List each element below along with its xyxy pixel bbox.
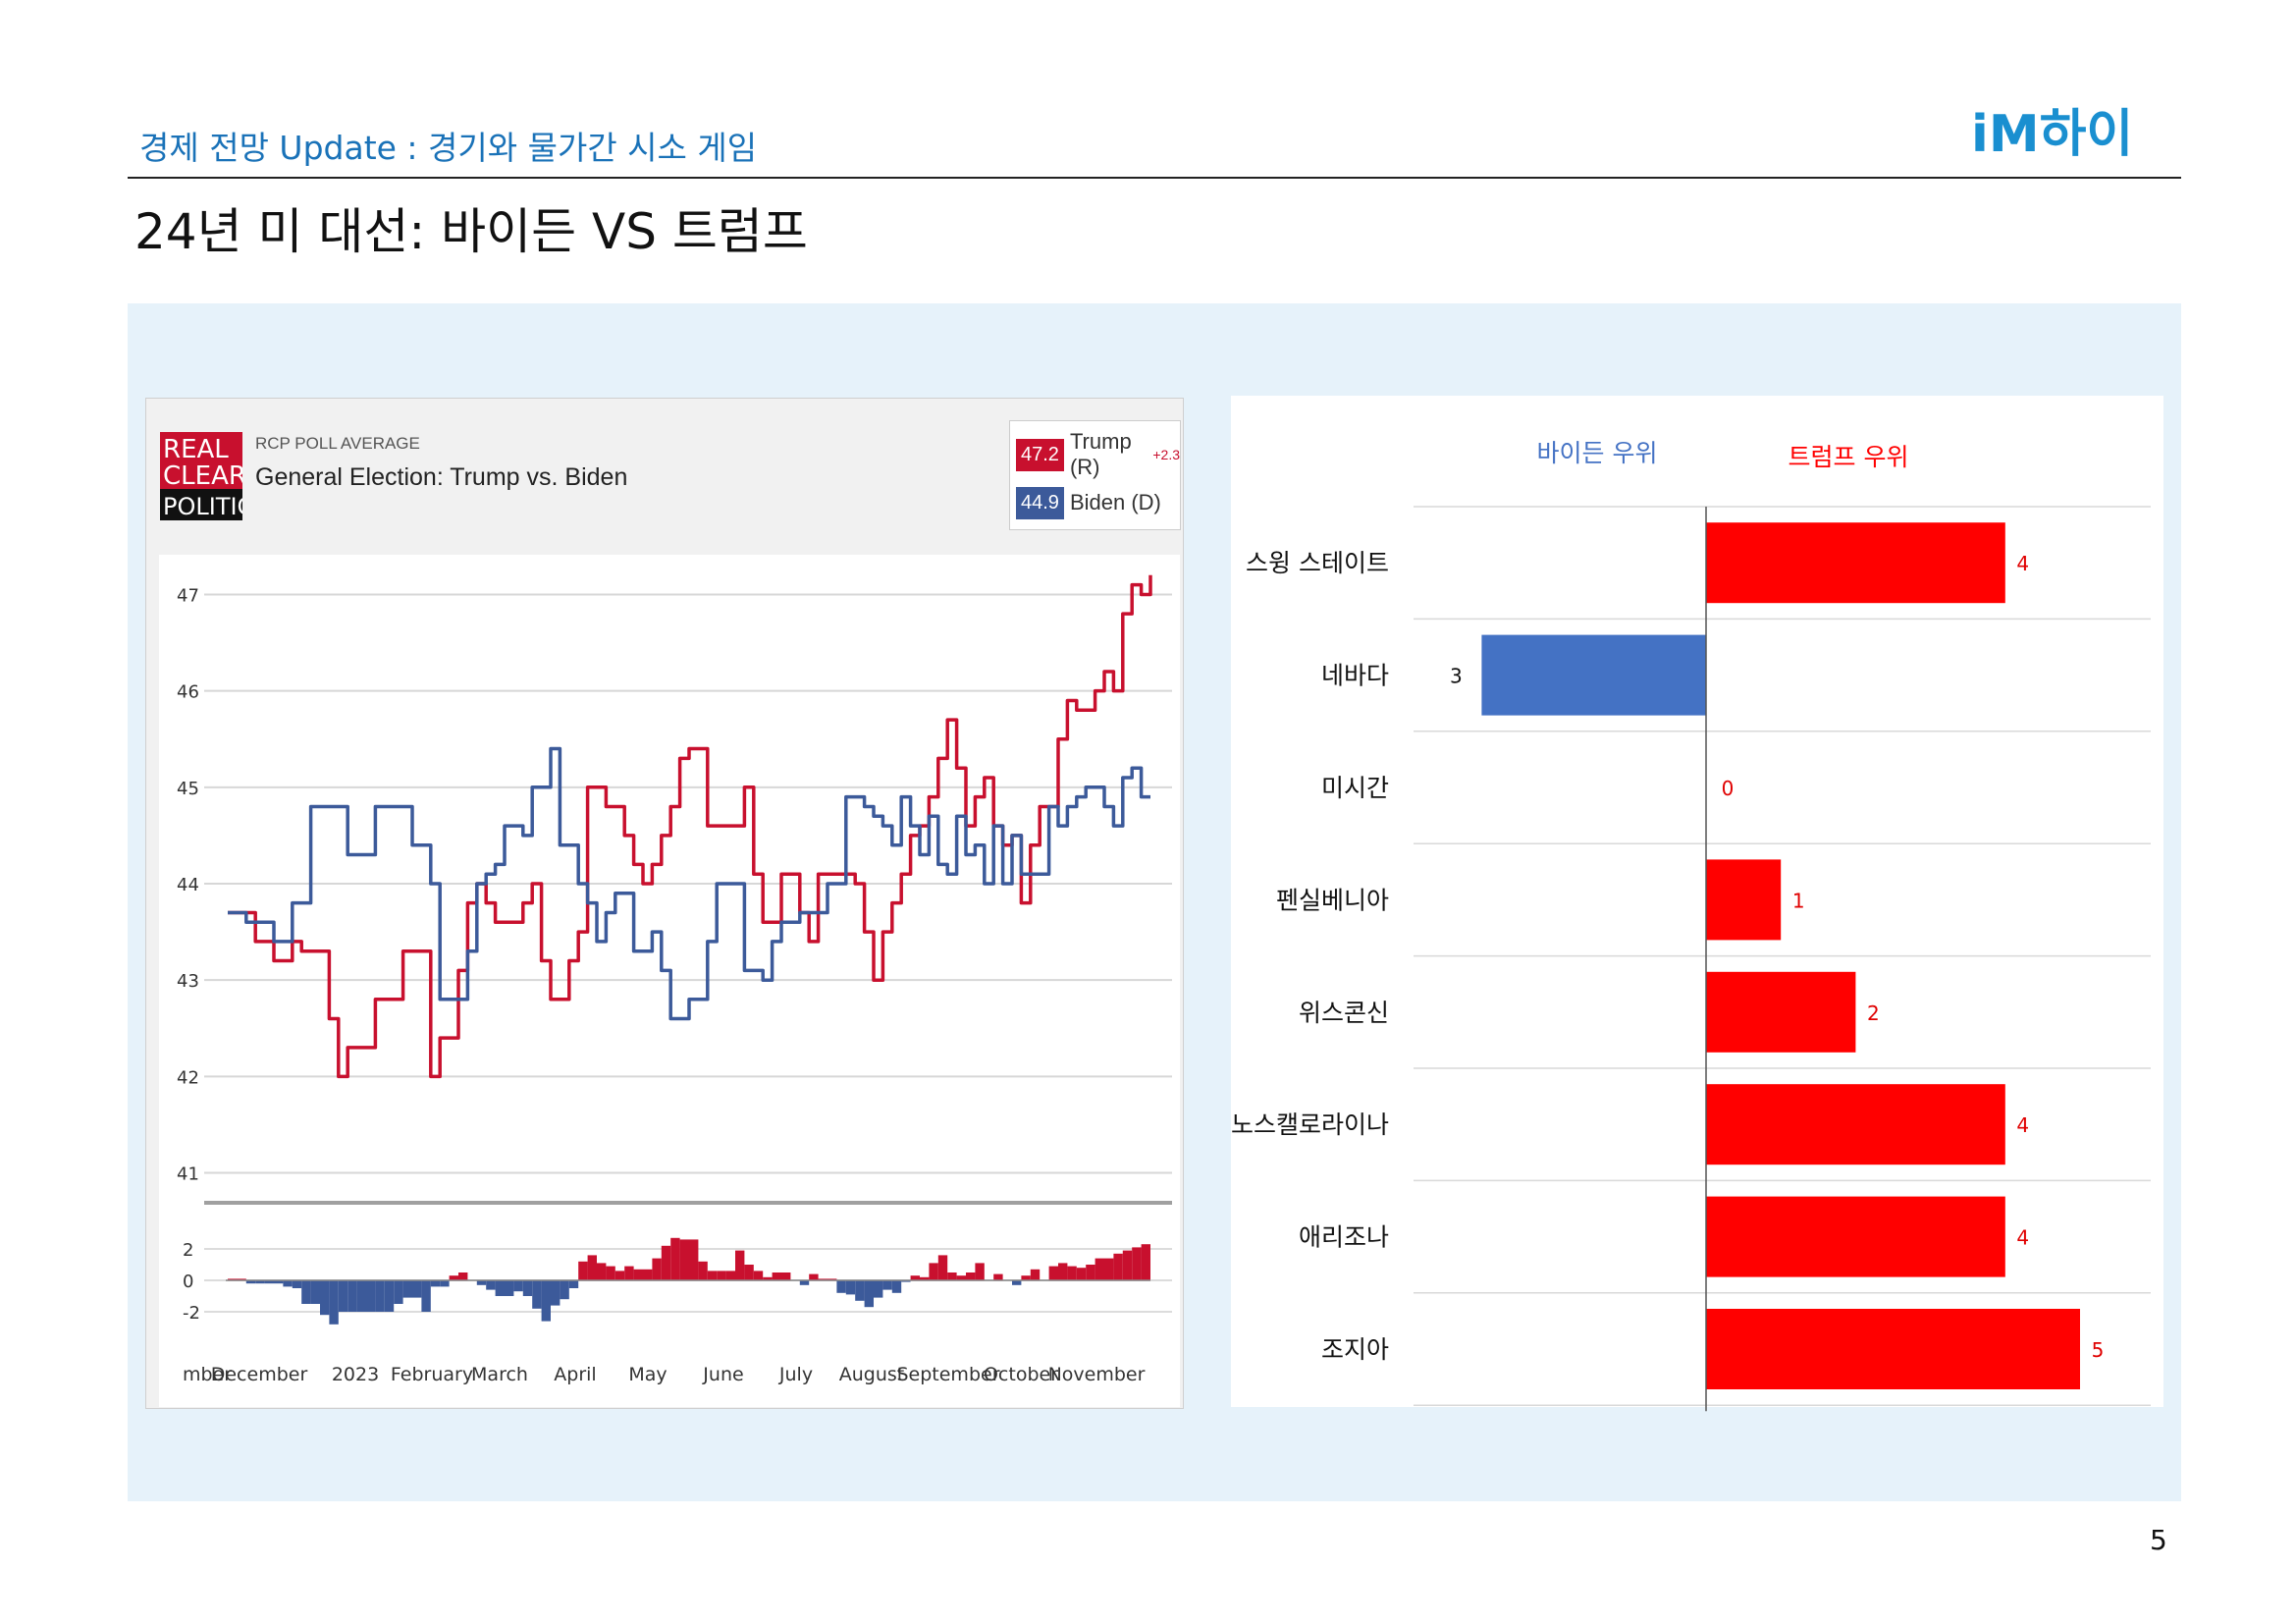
legend-trump-delta: +2.3 [1152,447,1180,462]
rcp-logo: REAL CLEAR POLITICS [160,432,242,520]
rcp-heading: General Election: Trump vs. Biden [255,463,628,491]
page-title: 24년 미 대선: 바이든 VS 트럼프 [134,203,808,260]
rcp-legend: 47.2 Trump (R) +2.3 44.9 Biden (D) [1009,420,1181,530]
header-rule [128,177,2181,179]
legend-biden-name: Biden (D) [1069,490,1161,514]
legend-trump-name: Trump (R) [1069,429,1132,479]
page-number: 5 [2150,1524,2167,1556]
im-logo: iM하이 [1971,105,2133,163]
legend-biden-value: 44.9 [1016,486,1064,519]
rcp-logo-line: REAL [163,435,229,464]
logo-text: iM하이 [1971,105,2133,163]
rcp-logo-line: POLITICS [163,493,242,520]
legend-trump: 47.2 Trump (R) +2.3 [1016,429,1180,479]
section-subtitle: 경제 전망 Update : 경기와 물가간 시소 게임 [139,129,758,167]
legend-trump-value: 47.2 [1016,438,1064,471]
rcp-plot-area [159,555,1180,1407]
rcp-logo-line: CLEAR [163,461,242,491]
state-bar-chart-frame [1231,396,2163,1407]
legend-biden: 44.9 Biden (D) [1016,484,1161,521]
rcp-kicker: RCP POLL AVERAGE [255,434,420,453]
